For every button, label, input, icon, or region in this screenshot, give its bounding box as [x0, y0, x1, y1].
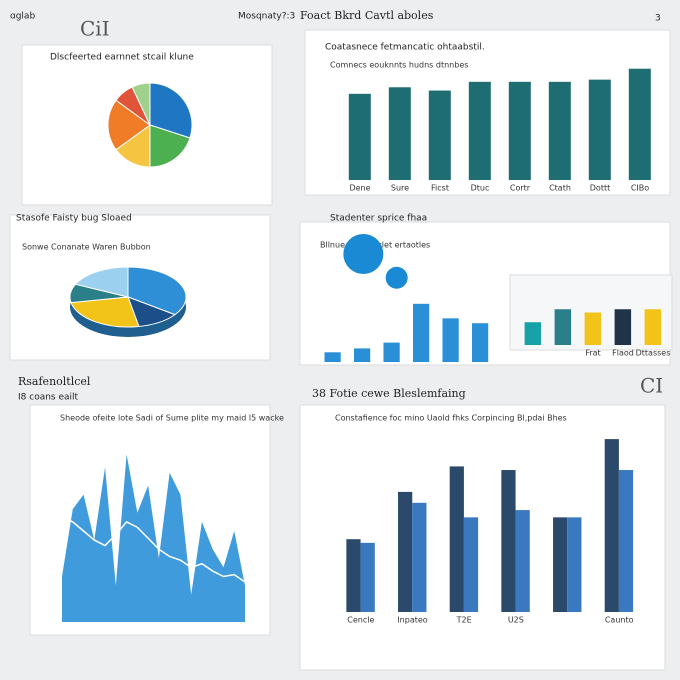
- bar: [360, 542, 375, 612]
- pie-slice: [107, 99, 151, 151]
- area: [62, 454, 245, 622]
- x-tick-label: Inpateo: [397, 616, 427, 625]
- bar: [515, 510, 530, 612]
- panel-title: Dlscfeerted earnnet stcail klune: [50, 53, 194, 63]
- bar: [508, 81, 531, 180]
- x-tick-label: Caunto: [605, 616, 634, 625]
- bar: [412, 502, 427, 612]
- bar: [604, 439, 619, 612]
- bar: [348, 93, 371, 180]
- bar: [548, 81, 571, 180]
- bar: [388, 87, 411, 180]
- x-tick-label: Dttasses: [636, 349, 671, 358]
- x-tick-label: U2S: [508, 616, 524, 625]
- x-tick-label: Flaod: [612, 349, 634, 358]
- bar: [584, 312, 602, 345]
- bar: [628, 68, 651, 180]
- x-tick-label: CIBo: [631, 184, 649, 193]
- bar: [353, 348, 371, 362]
- bar: [618, 470, 634, 612]
- bar: [398, 491, 413, 612]
- corner-mark: CI: [640, 374, 663, 398]
- panel-title: Stasofe Faisty bug Sloaed: [16, 214, 132, 224]
- bar: [553, 517, 568, 612]
- panel-title: Stadenter sprice fhaa: [330, 214, 427, 224]
- bar: [588, 79, 611, 180]
- section-title: 38 Fotie cewe Bleslemfaing: [312, 387, 466, 400]
- bar: [567, 517, 582, 612]
- panel-title: Sheode ofeite lote Sadi of Sume plite my…: [60, 414, 284, 423]
- x-tick-label: Dtuc: [471, 184, 490, 193]
- bar: [412, 303, 430, 362]
- bar: [644, 309, 662, 345]
- x-tick-label: Cencle: [347, 616, 374, 625]
- bubble: [343, 234, 384, 274]
- bar: [468, 81, 491, 180]
- bar: [554, 309, 572, 345]
- bar: [524, 322, 542, 345]
- pie-slice: [149, 124, 191, 168]
- bar: [324, 352, 341, 362]
- x-tick-label: Ficst: [431, 184, 449, 193]
- panel-subtitle: Sonwe Conanate Waren Bubbon: [22, 243, 151, 252]
- section-subtitle: I8 coans eailt: [18, 393, 79, 403]
- panel: [299, 404, 666, 671]
- bubble: [385, 266, 408, 289]
- x-tick-label: T2E: [456, 616, 472, 625]
- x-tick-label: Sure: [391, 184, 409, 193]
- bar: [383, 342, 400, 362]
- bar: [346, 539, 361, 612]
- bar: [463, 517, 479, 612]
- header-text: 3: [655, 14, 661, 24]
- bar: [501, 470, 516, 612]
- header-text: Mosqnaty?:3: [238, 12, 295, 22]
- logo: CiI: [80, 17, 110, 41]
- pie-slice: [70, 296, 140, 328]
- x-tick-label: Frat: [585, 349, 600, 358]
- x-tick-label: Dottt: [590, 184, 610, 193]
- trend-line: [61, 515, 246, 583]
- bar: [471, 323, 489, 362]
- pie-slice: [74, 266, 129, 298]
- header-text: ɑglab: [10, 12, 35, 22]
- pie-slice: [149, 82, 193, 139]
- pie-slice: [131, 82, 151, 126]
- x-tick-label: Dene: [349, 184, 370, 193]
- bar: [442, 318, 459, 362]
- panel-subtitle: Comnecs eouknnts hudns dtnnbes: [330, 61, 468, 70]
- pie-slice: [127, 266, 187, 316]
- header-title: Foact Bkrd Cavtl aboles: [300, 9, 434, 22]
- section-title: Rsafenoltlcel: [18, 375, 91, 388]
- panel-title: Coatasnece fetmancatic ohtaabstil.: [325, 43, 485, 53]
- x-tick-label: Ctath: [549, 184, 571, 193]
- bar: [428, 90, 451, 180]
- bar: [449, 466, 464, 612]
- x-tick-label: Cortr: [510, 184, 531, 193]
- panel-subtitle: Constafience foc mino Uaold fhks Corpinc…: [335, 414, 567, 423]
- bar: [614, 309, 632, 345]
